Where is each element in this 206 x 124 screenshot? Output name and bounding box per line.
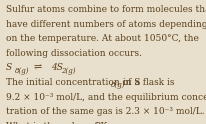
Text: in a flask is: in a flask is [119, 78, 173, 87]
Text: 2(g): 2(g) [61, 67, 75, 75]
Text: ⇌: ⇌ [34, 63, 42, 73]
Text: ?: ? [95, 122, 99, 124]
Text: on the temperature. At about 1050°C, the: on the temperature. At about 1050°C, the [6, 34, 198, 43]
Text: 8(g): 8(g) [14, 67, 29, 75]
Text: following dissociation occurs.: following dissociation occurs. [6, 49, 142, 58]
Text: have different numbers of atoms depending: have different numbers of atoms dependin… [6, 20, 206, 29]
Text: The initial concentration of S: The initial concentration of S [6, 78, 140, 87]
Text: What is the value of K: What is the value of K [6, 122, 107, 124]
Text: 8(g): 8(g) [110, 81, 124, 89]
Text: S: S [6, 63, 12, 73]
Text: Sulfur atoms combine to form molecules that: Sulfur atoms combine to form molecules t… [6, 5, 206, 14]
Text: 4S: 4S [50, 63, 62, 73]
Text: 9.2 × 10⁻³ mol/L, and the equilibrium concen-: 9.2 × 10⁻³ mol/L, and the equilibrium co… [6, 93, 206, 102]
Text: tration of the same gas is 2.3 × 10⁻³ mol/L.: tration of the same gas is 2.3 × 10⁻³ mo… [6, 107, 204, 116]
